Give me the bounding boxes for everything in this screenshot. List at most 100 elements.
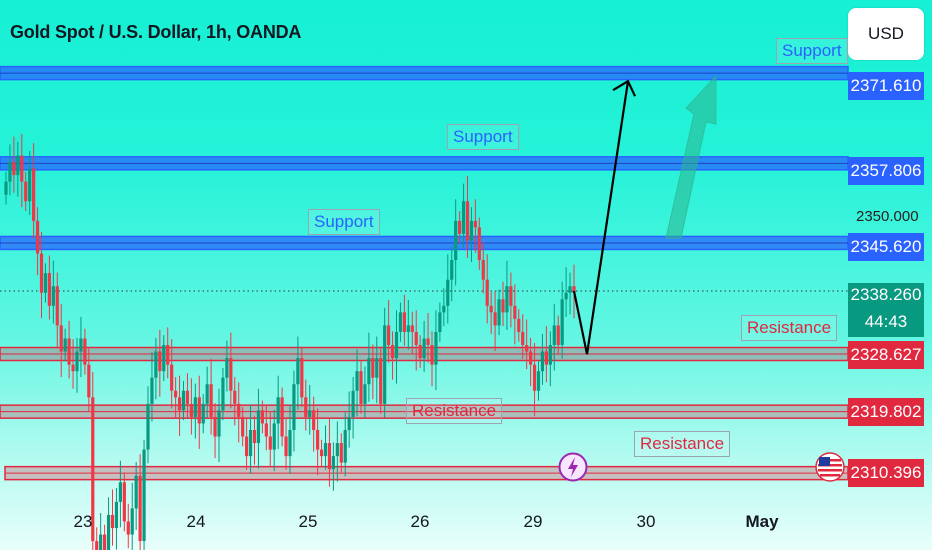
candle-body-26 bbox=[106, 514, 111, 550]
candle-body-98 bbox=[390, 345, 395, 359]
candle-body-92 bbox=[367, 358, 371, 385]
candle-body-103 bbox=[410, 325, 414, 332]
candle-body-101 bbox=[402, 312, 406, 332]
candle-body-43 bbox=[174, 390, 178, 398]
candle-body-49 bbox=[197, 397, 201, 424]
candle-body-4 bbox=[20, 155, 24, 182]
currency-button[interactable]: USD bbox=[848, 8, 924, 60]
candle-body-57 bbox=[229, 358, 233, 391]
candle-body-86 bbox=[343, 429, 347, 463]
candle-body-12 bbox=[51, 286, 55, 306]
price-tag-support-2: 2357.806 bbox=[848, 157, 924, 185]
candle-body-17 bbox=[71, 364, 75, 372]
candle-body-130 bbox=[517, 318, 521, 332]
candle-body-76 bbox=[304, 397, 308, 417]
candle-body-37 bbox=[150, 377, 154, 404]
candle-body-109 bbox=[434, 331, 438, 365]
candle-body-58 bbox=[233, 390, 237, 404]
candle-body-123 bbox=[489, 305, 493, 313]
candle-body-56 bbox=[225, 358, 229, 378]
candle-body-50 bbox=[201, 403, 205, 424]
candle-body-84 bbox=[335, 443, 339, 457]
price-tag-resistance-1: 2328.627 bbox=[848, 341, 924, 369]
candle-body-124 bbox=[493, 312, 497, 326]
candle-body-21 bbox=[87, 364, 91, 398]
date-label-26: 26 bbox=[410, 512, 430, 531]
candle-body-45 bbox=[181, 390, 186, 411]
last-price-tag: 2338.260 bbox=[848, 283, 924, 307]
candle-body-106 bbox=[422, 338, 426, 359]
candle-body-19 bbox=[79, 338, 83, 352]
candle-body-59 bbox=[237, 403, 241, 417]
candle-body-68 bbox=[272, 423, 276, 450]
candle-body-79 bbox=[316, 429, 320, 450]
candle-body-25 bbox=[103, 534, 107, 550]
candle-body-137 bbox=[544, 351, 548, 365]
candle-body-97 bbox=[387, 325, 391, 346]
candle-body-142 bbox=[564, 292, 568, 300]
price-tag-resistance-2: 2319.802 bbox=[848, 398, 924, 426]
candle-body-115 bbox=[458, 220, 462, 234]
axis-price-2350: 2350.000 bbox=[856, 208, 919, 225]
candle-body-129 bbox=[513, 305, 517, 319]
candle-body-72 bbox=[288, 429, 292, 457]
lightning-icon[interactable] bbox=[558, 452, 588, 482]
candle-body-71 bbox=[284, 436, 288, 457]
chart-title: Gold Spot / U.S. Dollar, 1h, OANDA bbox=[10, 22, 302, 42]
candle-body-41 bbox=[166, 345, 170, 365]
date-label-29: 29 bbox=[523, 512, 543, 531]
candle-body-34 bbox=[138, 475, 142, 542]
date-label-30: 30 bbox=[636, 512, 656, 531]
candle-body-13 bbox=[55, 286, 59, 326]
trend-arrow bbox=[665, 74, 717, 239]
candle-body-144 bbox=[572, 286, 576, 293]
candle-body-40 bbox=[162, 345, 166, 372]
candle-body-114 bbox=[454, 220, 458, 261]
candle-body-64 bbox=[256, 410, 261, 444]
candle-body-127 bbox=[505, 286, 509, 313]
projection-arrowhead bbox=[612, 79, 636, 97]
candle-body-100 bbox=[398, 312, 403, 332]
candle-body-35 bbox=[142, 449, 146, 542]
candle-body-42 bbox=[170, 364, 174, 391]
candle-body-67 bbox=[268, 436, 272, 450]
candle-body-141 bbox=[560, 299, 564, 346]
candle-body-18 bbox=[75, 351, 79, 372]
candle-body-119 bbox=[473, 220, 477, 228]
candle-body-48 bbox=[193, 397, 197, 417]
us-flag-icon[interactable] bbox=[815, 452, 845, 482]
candle-body-23 bbox=[95, 541, 99, 550]
candle-body-65 bbox=[260, 410, 264, 424]
candle-body-20 bbox=[83, 338, 87, 365]
candle-body-66 bbox=[264, 423, 268, 437]
candle-body-131 bbox=[521, 331, 525, 346]
candle-body-135 bbox=[536, 371, 541, 391]
candle-body-24 bbox=[99, 534, 103, 550]
candle-body-104 bbox=[414, 331, 418, 346]
resistance-label-1: Resistance bbox=[741, 315, 838, 341]
candle-body-27 bbox=[110, 514, 115, 529]
candle-body-102 bbox=[406, 325, 410, 332]
support-label-3: Support bbox=[308, 209, 380, 235]
candle-body-39 bbox=[158, 351, 162, 372]
candle-body-14 bbox=[59, 325, 63, 352]
candle-body-53 bbox=[213, 416, 217, 437]
date-label-24: 24 bbox=[186, 512, 206, 531]
candle-body-32 bbox=[130, 508, 134, 535]
candle-body-139 bbox=[552, 325, 556, 346]
price-tag-resistance-3: 2310.396 bbox=[848, 459, 924, 487]
candle-body-54 bbox=[217, 410, 221, 437]
candle-body-91 bbox=[363, 384, 367, 404]
candle-body-94 bbox=[375, 358, 379, 378]
candle-body-16 bbox=[67, 338, 71, 365]
candle-body-107 bbox=[426, 338, 430, 346]
candle-body-2 bbox=[12, 162, 16, 176]
candle-body-96 bbox=[383, 325, 387, 404]
candle-body-117 bbox=[465, 201, 470, 241]
candle-body-75 bbox=[300, 358, 304, 398]
candle-body-44 bbox=[177, 397, 182, 411]
candle-body-87 bbox=[347, 416, 351, 430]
candle-body-132 bbox=[525, 345, 529, 352]
